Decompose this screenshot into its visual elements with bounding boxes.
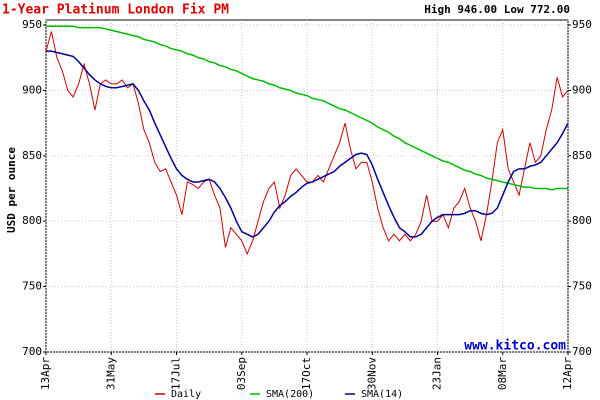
- legend-label: SMA(200): [266, 389, 314, 400]
- legend-label: Daily: [171, 389, 201, 400]
- series-line: [46, 50, 569, 238]
- y-axis-label: USD per ounce: [5, 147, 18, 233]
- y-tick-label: 850: [22, 149, 42, 162]
- y-tick-label-right: 950: [572, 18, 592, 31]
- series-line: [46, 25, 568, 191]
- y-tick-label: 800: [22, 214, 42, 227]
- watermark: www.kitco.com: [464, 339, 566, 354]
- x-tick-label: 12Apr: [561, 357, 574, 390]
- y-tick-label-right: 800: [572, 214, 592, 227]
- y-tick-label: 950: [22, 18, 42, 31]
- x-tick-label: 17Oct: [300, 357, 313, 390]
- x-tick-label: 08Mar: [496, 357, 509, 390]
- high-low: High 946.00 Low 772.00: [424, 3, 570, 16]
- y-tick-label: 700: [22, 345, 42, 358]
- legend-label: SMA(14): [361, 389, 403, 400]
- x-tick-label: 13Apr: [39, 357, 52, 390]
- x-tick-label: 17Jul: [170, 357, 183, 390]
- x-tick-label: 30Nov: [365, 357, 378, 390]
- x-tick-label: 23Jan: [431, 357, 444, 390]
- y-tick-label: 750: [22, 280, 42, 293]
- x-tick-label: 31May: [104, 357, 117, 390]
- y-tick-label-right: 700: [572, 345, 592, 358]
- y-tick-label-right: 750: [572, 280, 592, 293]
- y-tick-label: 900: [22, 83, 42, 96]
- x-tick-label: 03Sep: [235, 357, 248, 390]
- chart-title: 1-Year Platinum London Fix PM: [2, 3, 229, 18]
- y-tick-label-right: 850: [572, 149, 592, 162]
- y-tick-label-right: 900: [572, 83, 592, 96]
